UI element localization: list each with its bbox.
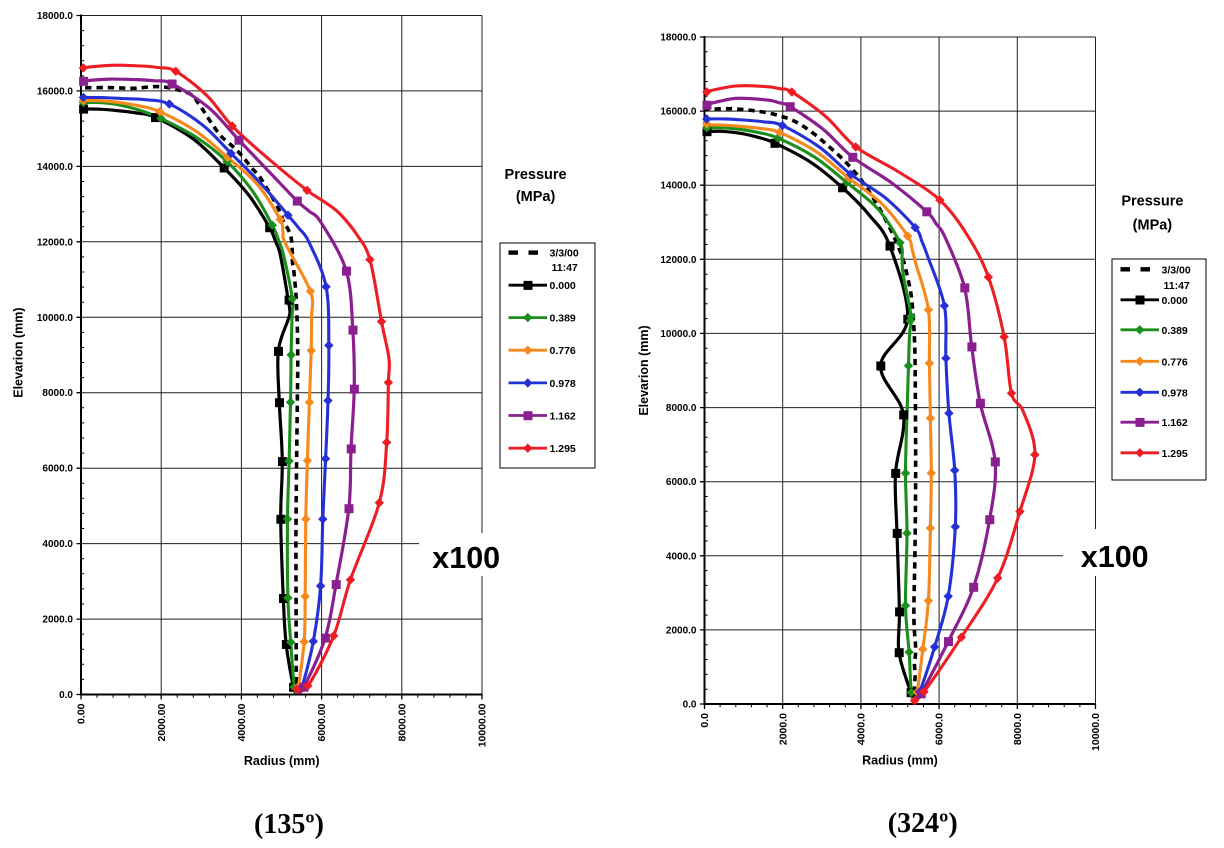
svg-text:6000.0: 6000.0 xyxy=(934,713,946,745)
svg-text:0.389: 0.389 xyxy=(1162,325,1188,337)
svg-text:0.00: 0.00 xyxy=(76,703,88,724)
svg-text:0.389: 0.389 xyxy=(550,313,576,325)
svg-text:0.0: 0.0 xyxy=(683,700,697,711)
svg-text:11:47: 11:47 xyxy=(552,262,578,274)
svg-text:x100: x100 xyxy=(1081,540,1149,574)
svg-text:8000.0: 8000.0 xyxy=(1012,713,1024,745)
svg-text:(324º): (324º) xyxy=(888,808,958,839)
svg-text:Radius (mm): Radius (mm) xyxy=(862,754,938,768)
svg-text:10000.0: 10000.0 xyxy=(1090,713,1102,751)
svg-text:8000.0: 8000.0 xyxy=(42,388,73,399)
svg-text:4000.00: 4000.00 xyxy=(236,703,248,741)
svg-text:x100: x100 xyxy=(432,541,500,575)
svg-text:1.162: 1.162 xyxy=(550,411,576,423)
svg-text:18000.0: 18000.0 xyxy=(660,33,697,44)
svg-text:1.295: 1.295 xyxy=(550,443,576,455)
svg-text:4000.0: 4000.0 xyxy=(42,539,73,550)
svg-text:3/3/00: 3/3/00 xyxy=(550,248,579,260)
svg-text:8000.0: 8000.0 xyxy=(666,403,697,414)
svg-text:Elevarion (mm): Elevarion (mm) xyxy=(637,325,651,415)
svg-text:16000.0: 16000.0 xyxy=(660,107,697,118)
svg-text:12000.0: 12000.0 xyxy=(660,255,697,266)
svg-text:14000.0: 14000.0 xyxy=(660,181,697,192)
svg-text:2000.0: 2000.0 xyxy=(666,625,697,636)
svg-text:1.295: 1.295 xyxy=(1162,448,1188,460)
svg-text:(MPa): (MPa) xyxy=(1133,218,1173,234)
svg-text:Radius (mm): Radius (mm) xyxy=(244,754,320,768)
svg-text:8000.00: 8000.00 xyxy=(396,703,408,741)
svg-text:6000.0: 6000.0 xyxy=(666,477,697,488)
svg-text:(MPa): (MPa) xyxy=(516,189,556,205)
svg-text:10000.0: 10000.0 xyxy=(660,329,697,340)
svg-text:3/3/00: 3/3/00 xyxy=(1162,264,1191,276)
svg-text:0.776: 0.776 xyxy=(1162,356,1188,368)
svg-text:2000.0: 2000.0 xyxy=(42,615,73,626)
svg-text:(135º): (135º) xyxy=(254,809,324,840)
svg-text:10000.00: 10000.00 xyxy=(477,703,489,747)
svg-text:0.0: 0.0 xyxy=(59,690,73,701)
svg-text:12000.0: 12000.0 xyxy=(37,237,74,248)
svg-text:2000.00: 2000.00 xyxy=(156,703,168,741)
svg-text:1.162: 1.162 xyxy=(1162,417,1188,429)
svg-text:0.0: 0.0 xyxy=(699,713,711,728)
svg-text:0.776: 0.776 xyxy=(550,345,576,357)
svg-text:18000.0: 18000.0 xyxy=(37,11,74,22)
svg-text:4000.0: 4000.0 xyxy=(666,551,697,562)
svg-text:Pressure: Pressure xyxy=(1121,194,1183,210)
svg-text:Pressure: Pressure xyxy=(505,167,567,183)
svg-text:6000.0: 6000.0 xyxy=(42,464,73,475)
svg-text:14000.0: 14000.0 xyxy=(37,162,74,173)
svg-text:6000.00: 6000.00 xyxy=(316,703,328,741)
svg-text:10000.0: 10000.0 xyxy=(37,313,74,324)
svg-text:0.978: 0.978 xyxy=(1162,387,1188,399)
svg-text:11:47: 11:47 xyxy=(1164,280,1190,292)
svg-text:0.978: 0.978 xyxy=(550,378,576,390)
svg-text:2000.0: 2000.0 xyxy=(777,713,789,745)
svg-text:0.000: 0.000 xyxy=(1162,295,1188,307)
svg-text:Elevarion (mm): Elevarion (mm) xyxy=(12,307,26,397)
svg-text:4000.0: 4000.0 xyxy=(856,713,868,745)
svg-text:16000.0: 16000.0 xyxy=(37,86,74,97)
svg-text:0.000: 0.000 xyxy=(550,280,576,292)
